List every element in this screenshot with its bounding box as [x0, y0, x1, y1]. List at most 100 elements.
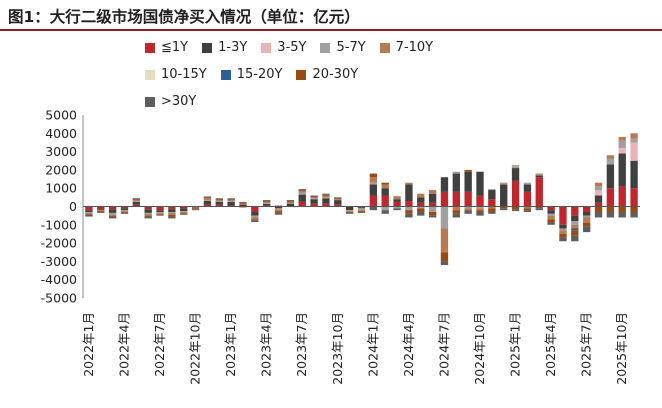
bar-segment	[381, 188, 389, 196]
bar-segment	[322, 194, 330, 196]
bar-segment	[428, 190, 437, 194]
legend-item: 1-3Y	[202, 40, 247, 55]
bar-segment	[251, 211, 259, 216]
legend-label: 3-5Y	[277, 40, 307, 55]
bar-segment	[571, 215, 579, 222]
bar-segment	[120, 206, 129, 209]
bar-segment	[85, 211, 93, 213]
bar-segment	[263, 203, 271, 206]
bar-segment	[393, 208, 401, 211]
bar-segment	[405, 213, 413, 218]
bar-segment	[511, 180, 520, 207]
legend-swatch	[296, 69, 307, 80]
x-tick-label: 2024年10月	[472, 312, 487, 385]
bar-segment	[251, 206, 259, 212]
bar-segment	[369, 177, 378, 183]
bar-segment	[500, 184, 508, 207]
bar-segment	[203, 204, 212, 207]
bar-segment	[168, 209, 176, 212]
bar-segment	[180, 208, 188, 212]
bar-segment	[203, 196, 212, 198]
bar-segment	[488, 190, 496, 200]
bar-segment	[571, 224, 579, 229]
bar-segment	[334, 199, 342, 201]
bar-segment	[345, 211, 354, 212]
bar-segment	[630, 188, 638, 207]
bar-segment	[263, 200, 271, 202]
bar-segment	[120, 211, 129, 212]
legend-swatch	[145, 42, 155, 53]
bar-segment	[594, 206, 603, 212]
bar-segment	[168, 212, 176, 215]
bar-segment	[464, 208, 472, 211]
bar-segment	[369, 195, 378, 207]
bar-segment	[108, 214, 117, 216]
chart-title: 图1：大行二级市场国债净买入情况（单位：亿元）	[8, 8, 360, 26]
bar-segment	[464, 191, 472, 207]
bar-segment	[298, 189, 306, 191]
bar-segment	[606, 164, 615, 189]
bar-segment	[547, 210, 555, 214]
bar-segment	[85, 213, 93, 215]
bar-segment	[606, 158, 615, 165]
bar-segment	[594, 182, 603, 187]
bar-segment	[263, 201, 271, 202]
bar-segment	[464, 169, 472, 172]
bar-segment	[417, 206, 425, 209]
bar-segment	[120, 208, 129, 211]
bar-segment	[85, 206, 93, 211]
bar-segment	[274, 208, 283, 210]
bar-segment	[452, 171, 460, 174]
y-tick-label: 0	[69, 199, 77, 214]
bar-segment	[440, 261, 449, 266]
bar-segment	[464, 210, 472, 214]
bar-segment	[85, 214, 93, 217]
legend-swatch	[379, 42, 390, 53]
legend-swatch	[145, 96, 155, 107]
bar-segment	[310, 196, 318, 198]
legend-label: >30Y	[161, 94, 197, 109]
bar-segment	[547, 219, 555, 223]
bar-segment	[191, 207, 200, 209]
x-tick-label: 2025年4月	[543, 312, 558, 377]
bar-segment	[428, 215, 437, 218]
bar-segment	[618, 147, 626, 154]
bar-segment	[85, 212, 93, 214]
bar-segment	[535, 208, 543, 211]
legend-item: 20-30Y	[296, 67, 358, 82]
bar-segment	[488, 206, 496, 209]
bar-segment	[251, 219, 259, 221]
bar-segment	[488, 199, 496, 207]
bar-segment	[476, 210, 484, 212]
bar-segment	[97, 211, 105, 213]
bar-segment	[357, 210, 366, 212]
bar-segment	[440, 177, 449, 192]
bar-segment	[227, 198, 235, 200]
bar-segment	[535, 174, 543, 176]
legend-swatch	[202, 42, 213, 53]
bar-segment	[286, 203, 295, 207]
bar-segment	[345, 212, 354, 214]
legend-item: 10-15Y	[145, 67, 207, 82]
bar-segment	[215, 199, 223, 201]
bar-segment	[535, 177, 543, 207]
x-tick-label: 2023年10月	[330, 312, 345, 385]
bar-segment	[203, 200, 212, 202]
bar-segment	[180, 213, 188, 215]
y-tick-label: 2000	[45, 162, 77, 177]
bar-segment	[227, 199, 235, 201]
bar-segment	[120, 211, 129, 213]
bar-segment	[440, 228, 449, 253]
bar-segment	[582, 206, 591, 212]
bar-segment	[559, 224, 567, 229]
bar-segment	[476, 208, 484, 211]
chart-legend: ≦1Y 1-3Y 3-5Y 5-7Y 7-10Y 10-15Y 15-20Y 20-30Y …	[145, 40, 475, 121]
legend-swatch	[261, 42, 272, 53]
bar-segment	[630, 142, 638, 161]
bar-segment	[500, 206, 508, 209]
bar-segment	[322, 203, 330, 207]
bar-segment	[417, 202, 425, 207]
bar-segment	[191, 208, 200, 210]
bar-segment	[452, 206, 460, 211]
